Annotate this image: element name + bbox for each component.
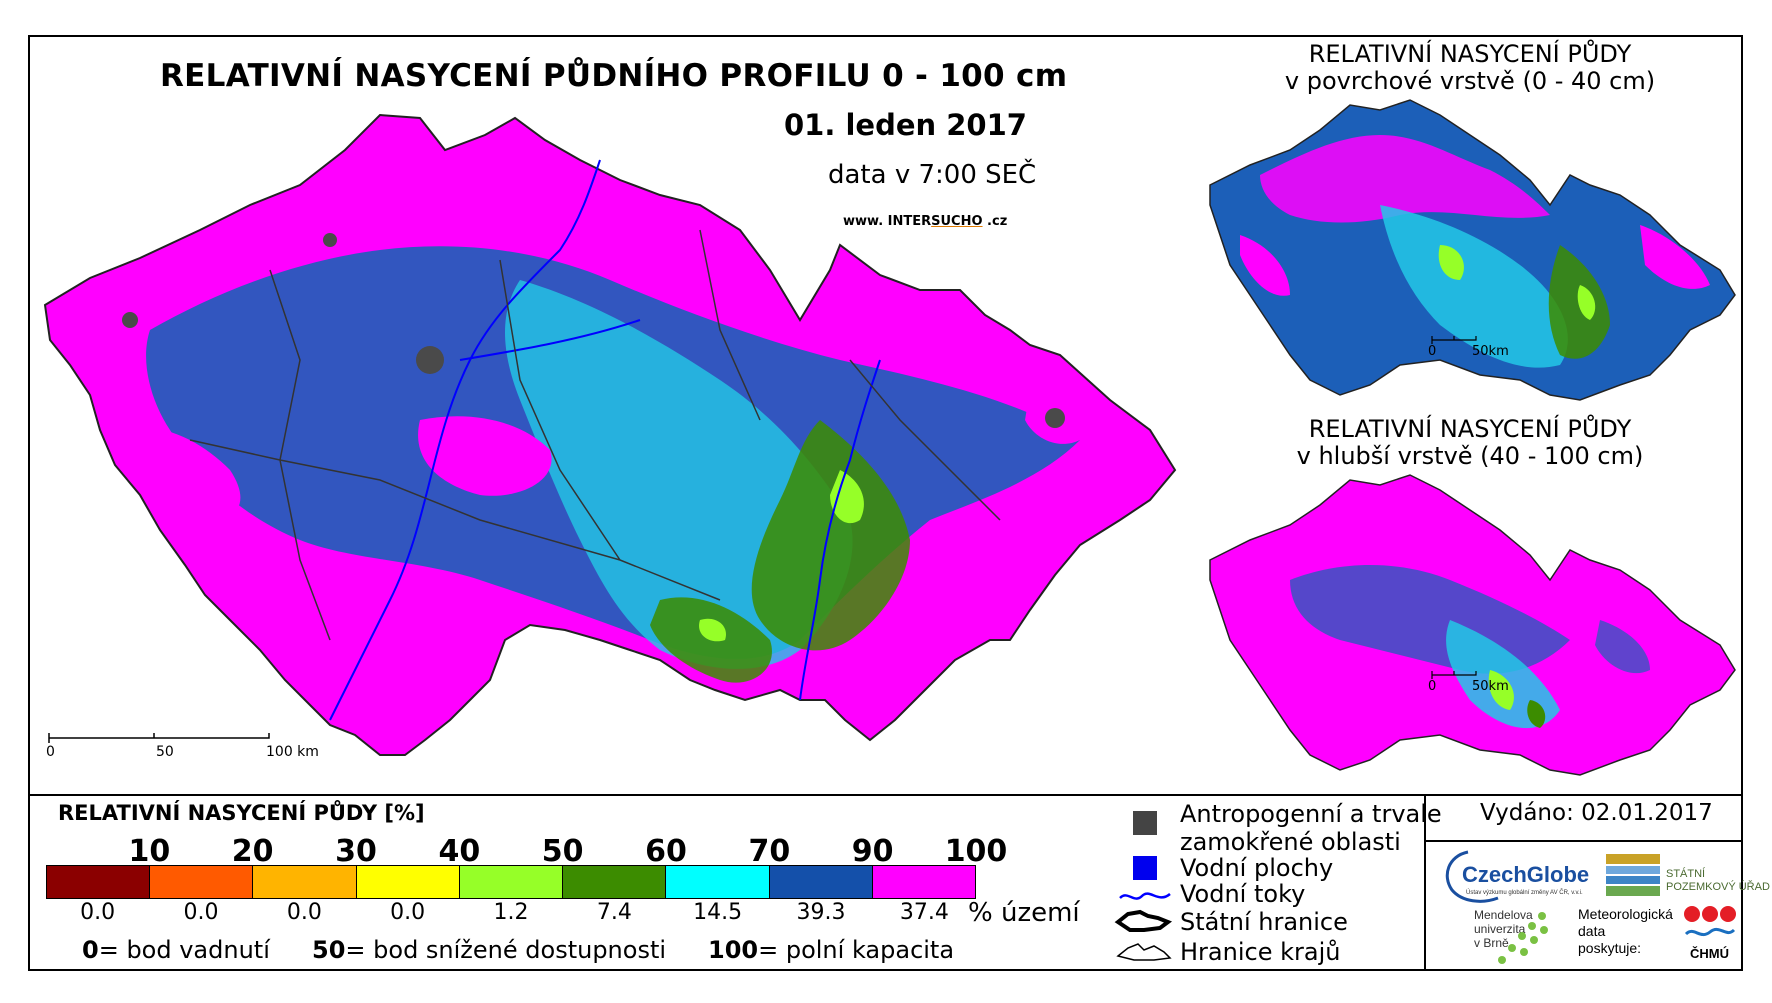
main-time: data v 7:00 SEČ — [828, 160, 1037, 190]
main-scale-50: 50 — [156, 744, 174, 760]
def-reduced-availability: 50= bod snížené dostupnosti — [312, 936, 666, 964]
chmu-logo — [1684, 906, 1736, 937]
legend-percentage: 0.0 — [390, 900, 426, 925]
logo-panel-divider — [1424, 794, 1426, 971]
map-frame — [28, 35, 1743, 971]
inset-bottom-title-line2: v hlubší vrstvě (40 - 100 cm) — [1296, 442, 1644, 470]
main-scale-0: 0 — [46, 744, 55, 760]
legend-swatch — [150, 866, 254, 898]
legend-rivers: Vodní toky — [1180, 880, 1306, 908]
state-border-symbol — [1114, 909, 1173, 932]
legend-swatch — [459, 866, 564, 898]
region-border-symbol — [1116, 943, 1172, 961]
website-suffix: .cz — [982, 214, 1008, 229]
legend-color-bar — [46, 865, 976, 899]
main-scale-100: 100 km — [266, 744, 319, 760]
legend-tick-label: 10 — [128, 834, 171, 869]
def-num: 100 — [708, 936, 759, 964]
main-title: RELATIVNÍ NASYCENÍ PŮDNÍHO PROFILU 0 - 1… — [160, 58, 1068, 94]
def-wilting-point: 0= bod vadnutí — [82, 936, 270, 964]
inset-bottom-scale-0: 0 — [1428, 679, 1437, 694]
czechglobe-logo — [1445, 850, 1499, 903]
def-num: 50 — [312, 936, 346, 964]
legend-swatch — [47, 866, 151, 898]
chmu-text: ČHMÚ — [1690, 946, 1729, 961]
meteo-line2: data — [1578, 923, 1606, 939]
legend-title: RELATIVNÍ NASYCENÍ PŮDY [%] — [58, 801, 425, 825]
legend-tick-label: 50 — [541, 834, 584, 869]
def-field-capacity: 100= polní kapacita — [708, 936, 954, 964]
issued-divider — [1424, 840, 1743, 842]
website-prefix: www. INTER — [843, 214, 932, 229]
legend-divider — [28, 794, 1743, 796]
website-link[interactable]: www. INTERSUCHO .cz — [843, 214, 1007, 229]
inset-top-title: RELATIVNÍ NASYCENÍ PŮDY v povrchové vrst… — [1250, 41, 1690, 95]
inset-bottom-scalebar — [1431, 671, 1477, 679]
spu-text-line2: POZEMKOVÝ ÚŘAD — [1666, 881, 1770, 893]
legend-tick-label: 60 — [645, 834, 687, 869]
meteo-text: Meteorologická data poskytuje: — [1578, 906, 1673, 957]
legend-tick-label: 40 — [438, 834, 481, 869]
legend-percentage: 7.4 — [596, 900, 632, 925]
def-text: = bod vadnutí — [98, 936, 270, 964]
inset-bottom-scale-50: 50km — [1472, 679, 1509, 694]
czechglobe-subtext: Ústav výzkumu globální změny AV ČR, v.v.… — [1466, 890, 1583, 896]
def-text: = polní kapacita — [758, 936, 955, 964]
mendel-line1: Mendelova — [1474, 908, 1533, 922]
legend-percentage: 14.5 — [693, 900, 743, 925]
website-mid: SUCHO — [931, 214, 983, 229]
water-bodies-swatch — [1133, 856, 1157, 880]
inset-top-scalebar — [1431, 336, 1477, 344]
main-date: 01. leden 2017 — [784, 108, 1027, 142]
legend-percentage: 39.3 — [796, 900, 846, 925]
inset-bottom-title: RELATIVNÍ NASYCENÍ PŮDY v hlubší vrstvě … — [1250, 416, 1690, 470]
meteo-line1: Meteorologická — [1578, 906, 1673, 922]
inset-bottom-map — [1209, 474, 1736, 776]
legend-percentage: 37.4 — [899, 900, 949, 925]
legend-percentage: 0.0 — [183, 900, 219, 925]
legend-swatch — [253, 866, 357, 898]
spu-logo — [1606, 854, 1660, 896]
legend-percentage: 0.0 — [286, 900, 322, 925]
legend-percentage: 0.0 — [80, 900, 116, 925]
rivers-symbol — [1119, 892, 1171, 900]
legend-swatch — [666, 866, 770, 898]
legend-swatch — [356, 866, 460, 898]
inset-top-scale-0: 0 — [1428, 344, 1437, 359]
legend-tick-label: 90 — [851, 834, 894, 869]
mendel-logo-dots — [1498, 912, 1548, 964]
main-scalebar — [48, 733, 270, 743]
legend-tick-label: 70 — [748, 834, 791, 869]
issued-date: Vydáno: 02.01.2017 — [1480, 800, 1713, 826]
legend-water-bodies: Vodní plochy — [1180, 854, 1334, 882]
inset-top-title-line1: RELATIVNÍ NASYCENÍ PŮDY — [1308, 40, 1632, 68]
legend-anthropogenic-line1: Antropogenní a trvale — [1180, 800, 1442, 828]
legend-region-border: Hranice krajů — [1180, 938, 1341, 966]
legend-tick-label: 100 — [944, 834, 1008, 869]
legend-swatch — [769, 866, 873, 898]
inset-top-title-line2: v povrchové vrstvě (0 - 40 cm) — [1284, 67, 1656, 95]
legend-percentage: 1.2 — [493, 900, 529, 925]
meteo-line3: poskytuje: — [1578, 940, 1642, 956]
mendel-line3: v Brně — [1474, 936, 1509, 950]
anthropogenic-swatch — [1133, 811, 1157, 835]
def-num: 0 — [82, 936, 99, 964]
legend-tick-label: 30 — [335, 834, 377, 869]
inset-top-scale-50: 50km — [1472, 344, 1509, 359]
legend-swatch — [563, 866, 667, 898]
czechglobe-text: CzechGlobe — [1462, 862, 1590, 887]
def-text: = bod snížené dostupnosti — [345, 936, 667, 964]
inset-top-map — [1209, 99, 1736, 401]
legend-swatch — [872, 866, 975, 898]
legend-tick-label: 20 — [231, 834, 274, 869]
inset-bottom-title-line1: RELATIVNÍ NASYCENÍ PŮDY — [1308, 415, 1632, 443]
legend-anthropogenic: Antropogenní a trvale zamokřené oblasti — [1116, 800, 1442, 856]
mendel-text: Mendelova univerzita v Brně — [1474, 908, 1533, 950]
spu-text-line1: STÁTNÍ — [1666, 868, 1706, 880]
legend-state-border: Státní hranice — [1180, 908, 1348, 936]
percent-unit: % území — [968, 898, 1080, 928]
legend-anthropogenic-line2: zamokřené oblasti — [1180, 828, 1401, 856]
mendel-line2: univerzita — [1474, 922, 1526, 936]
